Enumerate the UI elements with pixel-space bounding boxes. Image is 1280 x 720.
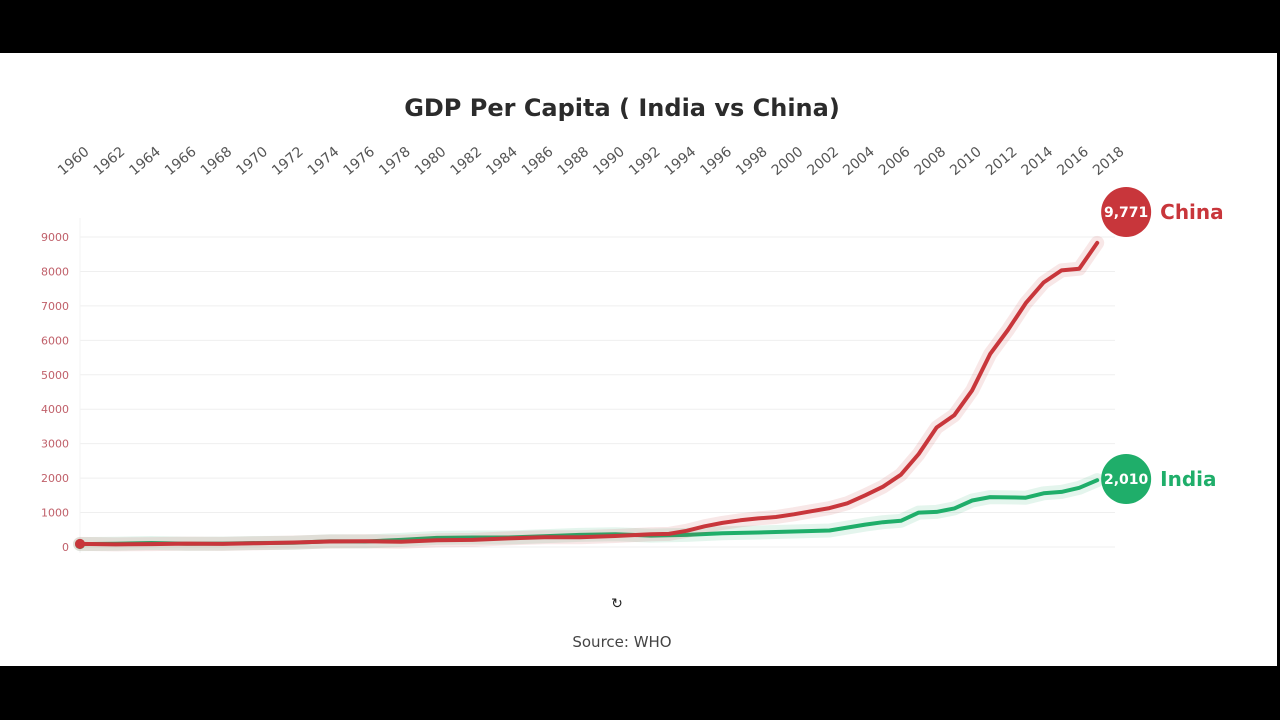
x-tick-label: 1990: [590, 144, 628, 179]
x-tick-label: 1972: [269, 144, 307, 179]
x-tick-label: 2006: [876, 144, 914, 179]
y-tick-label: 6000: [41, 334, 69, 347]
chart-title: GDP Per Capita ( India vs China): [404, 94, 840, 122]
y-tick-label: 2000: [41, 472, 69, 485]
x-tick-label: 1986: [519, 144, 557, 179]
chart-panel: GDP Per Capita ( India vs China) 0 1000 20…: [0, 53, 1277, 666]
grid: [79, 218, 1115, 553]
end-labels: 2,010 India 9,771 China: [1101, 187, 1224, 504]
end-badge-china: [1101, 187, 1152, 237]
y-axis-ticks: 0 1000 2000 3000 4000 5000 6000 7000 8000 9000: [41, 231, 69, 554]
x-tick-label: 2002: [804, 144, 842, 179]
x-tick-label: 2018: [1090, 144, 1128, 179]
x-tick-label: 1974: [305, 144, 343, 179]
y-tick-label: 9000: [41, 231, 69, 244]
x-tick-label: 1968: [198, 144, 236, 179]
x-tick-label: 2008: [912, 144, 950, 179]
series-name-china: China: [1160, 200, 1224, 224]
x-tick-label: 1982: [448, 144, 486, 179]
x-tick-label: 2016: [1054, 144, 1092, 179]
source-note: Source: WHO: [572, 633, 671, 651]
y-tick-label: 0: [62, 541, 69, 554]
x-tick-label: 1994: [662, 144, 700, 179]
series-glow-china: [73, 235, 1105, 552]
gdp-line-chart: GDP Per Capita ( India vs China) 0 1000 20…: [41, 94, 1224, 651]
x-tick-label: 1970: [233, 144, 271, 179]
x-tick-label: 1988: [555, 144, 593, 179]
x-tick-label: 1992: [626, 144, 664, 179]
series-start-dot-china: [75, 538, 85, 549]
y-tick-label: 7000: [41, 300, 69, 313]
series-name-india: India: [1160, 467, 1216, 491]
series-lines: [73, 235, 1105, 552]
x-tick-label: 1964: [126, 144, 164, 179]
y-tick-label: 8000: [41, 265, 69, 278]
series-line-china: [78, 240, 1100, 547]
x-tick-label: 2012: [983, 144, 1021, 179]
x-tick-label: 1960: [55, 144, 93, 179]
x-tick-label: 2004: [840, 144, 878, 179]
x-tick-label: 1980: [412, 144, 450, 179]
x-tick-label: 1976: [341, 144, 379, 179]
y-tick-label: 3000: [41, 438, 69, 451]
x-tick-label: 1996: [697, 144, 735, 179]
y-tick-label: 4000: [41, 403, 69, 416]
x-tick-label: 1966: [162, 144, 200, 179]
x-tick-label: 1978: [376, 144, 414, 179]
y-tick-label: 5000: [41, 369, 69, 382]
x-tick-label: 2014: [1019, 144, 1057, 179]
end-badge-india: [1101, 454, 1152, 504]
x-tick-label: 1984: [483, 144, 521, 179]
replay-icon[interactable]: ↻: [611, 596, 623, 612]
x-tick-label: 1998: [733, 144, 771, 179]
x-axis-ticks: 1960196219641966196819701972197419761978…: [55, 144, 1128, 179]
x-tick-label: 2010: [947, 144, 985, 179]
end-value-india: 2,010: [1104, 472, 1149, 488]
end-value-china: 9,771: [1104, 205, 1148, 221]
x-tick-label: 2000: [769, 144, 807, 179]
y-tick-label: 1000: [41, 507, 69, 520]
x-tick-label: 1962: [91, 144, 129, 179]
